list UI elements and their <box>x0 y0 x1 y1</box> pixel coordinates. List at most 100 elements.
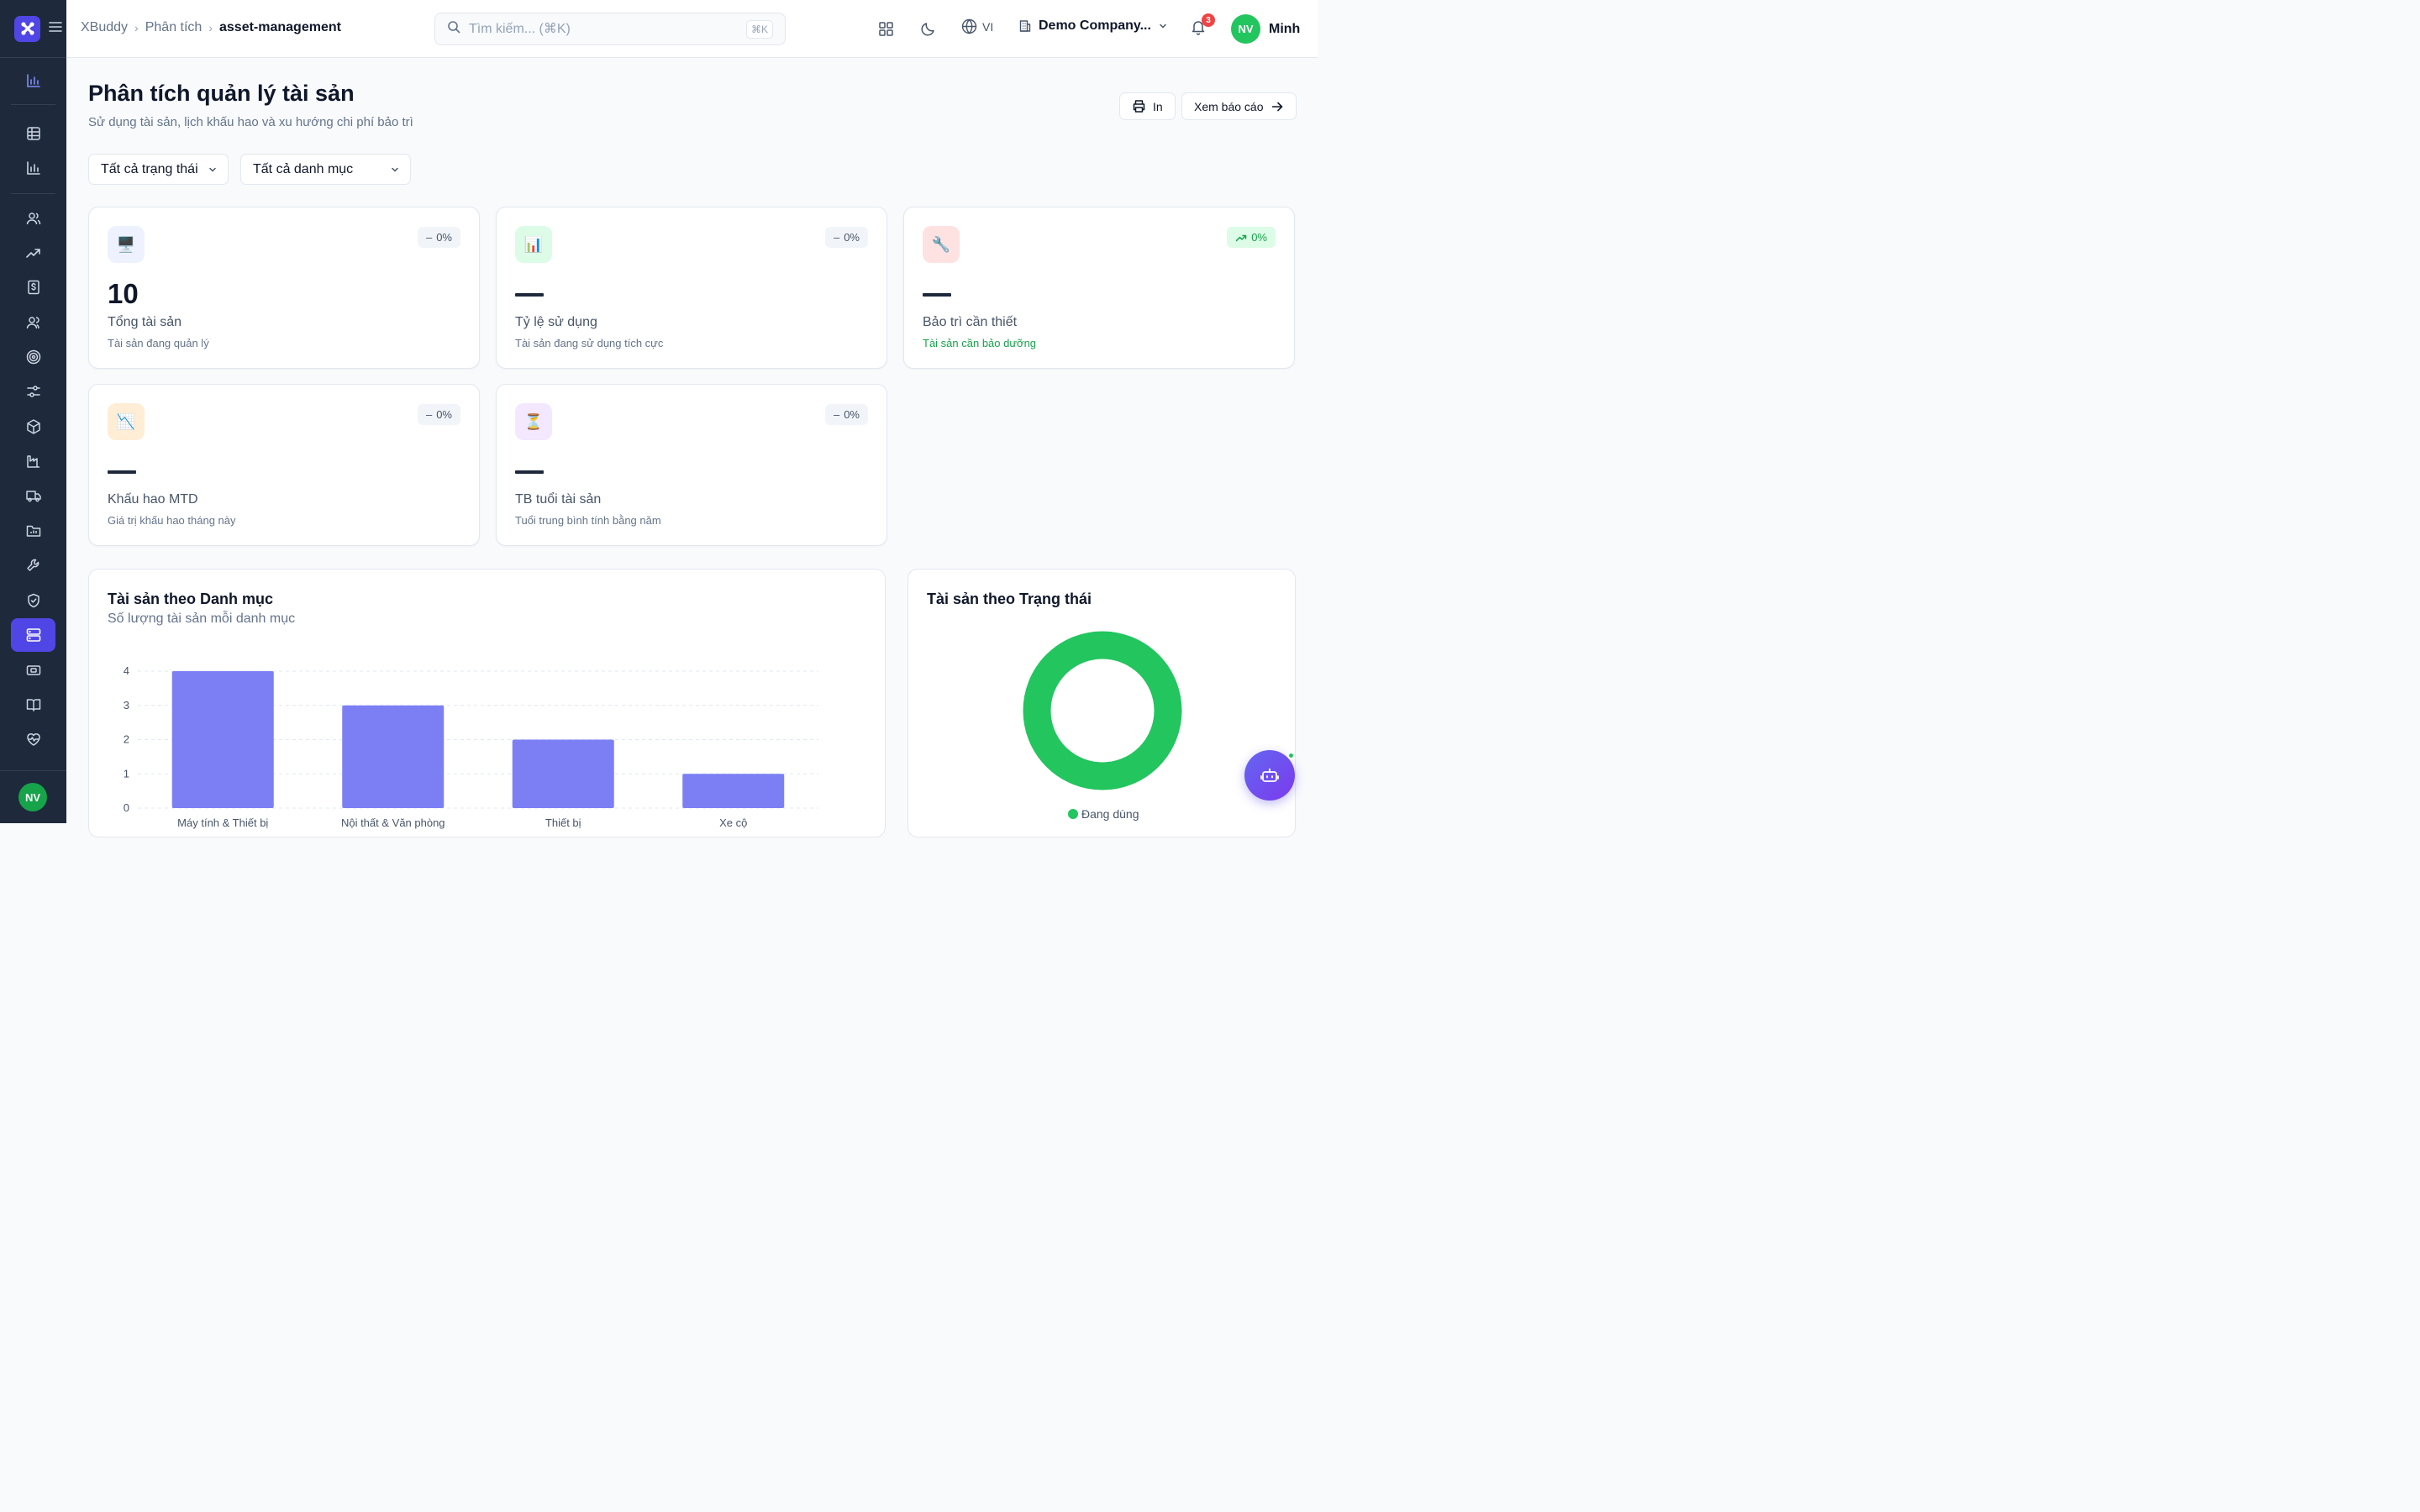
robot-icon <box>1260 768 1279 782</box>
change-value: 0% <box>844 231 860 244</box>
folder-chart-icon[interactable] <box>11 514 55 548</box>
apps-grid-icon[interactable] <box>876 18 896 39</box>
table-icon[interactable] <box>11 117 55 150</box>
print-button[interactable]: In <box>1119 92 1176 120</box>
bar-chart-icon[interactable] <box>11 151 55 185</box>
minus-icon: – <box>425 408 433 421</box>
arrow-right-icon <box>1271 102 1282 111</box>
server-icon[interactable] <box>11 618 55 652</box>
change-badge: –0% <box>824 404 868 425</box>
sidebar-divider <box>11 193 55 194</box>
minus-icon: – <box>833 408 840 421</box>
chart-bar[interactable] <box>342 705 445 808</box>
breadcrumb: XBuddy › Phân tích › asset-management <box>81 20 341 35</box>
chart-icon: 📊 <box>515 226 552 263</box>
page-title: Phân tích quản lý tài sản <box>88 81 355 106</box>
category-filter-value: Tất cả danh mục <box>253 161 354 176</box>
notification-count-badge: 3 <box>1202 13 1215 27</box>
view-report-label: Xem báo cáo <box>1194 99 1264 113</box>
kpi-description: Tài sản đang quản lý <box>108 337 209 349</box>
change-badge: –0% <box>417 227 460 248</box>
chart-decreasing-icon: 📉 <box>108 403 145 440</box>
kpi-label: Khấu hao MTD <box>108 492 198 507</box>
print-label: In <box>1153 99 1163 113</box>
globe-icon <box>961 18 977 34</box>
chart-bar[interactable] <box>512 739 614 809</box>
sliders-icon[interactable] <box>11 375 55 408</box>
heart-pulse-icon[interactable] <box>11 722 55 756</box>
category-bar-chart: 0 1 2 3 4 Máy tính & Thiết bị Nội thất & Văn p… <box>124 664 818 829</box>
app-logo[interactable] <box>14 15 40 42</box>
trending-up-icon[interactable] <box>11 236 55 270</box>
kpi-card-average-age: ⏳ –0% TB tuổi tài sản Tuổi trung bình tí… <box>496 384 887 546</box>
kpi-description: Tài sản cần bảo dưỡng <box>923 337 1037 349</box>
change-value: 0% <box>1251 231 1267 244</box>
view-report-button[interactable]: Xem báo cáo <box>1181 92 1297 120</box>
company-switcher[interactable]: Demo Company... <box>1018 18 1168 34</box>
kpi-description: Giá trị khấu hao tháng này <box>108 514 236 527</box>
online-status-dot <box>1287 752 1295 759</box>
search-input[interactable] <box>469 21 738 37</box>
chevron-down-icon <box>392 167 398 172</box>
ticket-icon[interactable] <box>11 654 55 687</box>
category-chart-panel: Tài sản theo Danh mục Số lượng tài sản m… <box>88 569 886 837</box>
breadcrumb-home[interactable]: XBuddy <box>81 20 129 34</box>
chevron-right-icon: › <box>208 21 213 34</box>
change-value: 0% <box>436 408 452 421</box>
sidebar-avatar[interactable]: NV <box>18 783 47 811</box>
y-tick-label: 0 <box>124 801 129 814</box>
chart-bar[interactable] <box>171 671 274 808</box>
dollar-icon[interactable] <box>11 270 55 304</box>
package-icon[interactable] <box>11 410 55 444</box>
search-box[interactable]: ⌘K <box>434 13 786 45</box>
breadcrumb-analytics[interactable]: Phân tích <box>145 20 203 34</box>
book-icon[interactable] <box>11 688 55 722</box>
notifications-button[interactable]: 3 <box>1190 13 1215 39</box>
chart-bar[interactable] <box>682 774 785 808</box>
breadcrumb-current: asset-management <box>219 20 341 34</box>
category-filter-select[interactable]: Tất cả danh mục <box>240 154 411 185</box>
chart-subtitle: Số lượng tài sản mỗi danh mục <box>108 612 296 626</box>
bell-icon <box>1192 21 1205 35</box>
sidebar-header <box>0 0 66 58</box>
change-value: 0% <box>436 231 452 244</box>
wrench-icon[interactable] <box>11 549 55 582</box>
building-icon <box>1019 20 1031 32</box>
chevron-right-icon: › <box>134 21 139 34</box>
donut-slice[interactable] <box>1023 631 1182 790</box>
ai-assistant-button[interactable] <box>1244 750 1295 801</box>
sidebar: NV <box>0 0 66 823</box>
chart-title: Tài sản theo Danh mục <box>108 591 274 607</box>
menu-toggle-icon[interactable] <box>49 21 62 37</box>
target-icon[interactable] <box>11 340 55 374</box>
factory-icon[interactable] <box>11 444 55 478</box>
kpi-value: 10 <box>108 278 139 309</box>
monitor-icon: 🖥️ <box>108 226 145 263</box>
printer-icon <box>1133 100 1145 113</box>
language-switcher[interactable]: VI <box>961 18 993 34</box>
status-filter-select[interactable]: Tất cả trạng thái <box>88 154 229 185</box>
wrench-icon: 🔧 <box>923 226 960 263</box>
truck-icon[interactable] <box>11 479 55 512</box>
sidebar-divider <box>11 104 55 105</box>
legend-swatch <box>1068 809 1078 819</box>
top-header: XBuddy › Phân tích › asset-management ⌘K… <box>66 0 1318 58</box>
search-shortcut-badge: ⌘K <box>745 20 773 39</box>
analytics-icon[interactable] <box>11 64 55 97</box>
user-menu[interactable]: NV Minh <box>1231 14 1300 44</box>
x-tick-label: Máy tính & Thiết bị <box>177 816 268 829</box>
dark-mode-moon-icon[interactable] <box>918 18 938 39</box>
kpi-card-maintenance: 🔧 0% Bảo trì cần thiết Tài sản cần bảo d… <box>903 207 1295 369</box>
kpi-label: TB tuổi tài sản <box>515 492 602 507</box>
y-tick-label: 3 <box>124 699 129 711</box>
users-icon[interactable] <box>11 202 55 235</box>
kpi-card-utilization: 📊 –0% Tỷ lệ sử dụng Tài sản đang sử dụng… <box>496 207 887 369</box>
legend-label: Đang dùng <box>1081 807 1139 821</box>
kpi-description: Tài sản đang sử dụng tích cực <box>515 337 664 349</box>
x-tick-label: Xe cộ <box>719 816 747 829</box>
x-tick-label: Thiết bị <box>545 816 581 829</box>
shield-icon[interactable] <box>11 584 55 617</box>
contacts-icon[interactable] <box>11 306 55 339</box>
avatar: NV <box>1231 14 1260 44</box>
status-chart-panel: Tài sản theo Trạng thái Đang dùng <box>908 569 1296 837</box>
